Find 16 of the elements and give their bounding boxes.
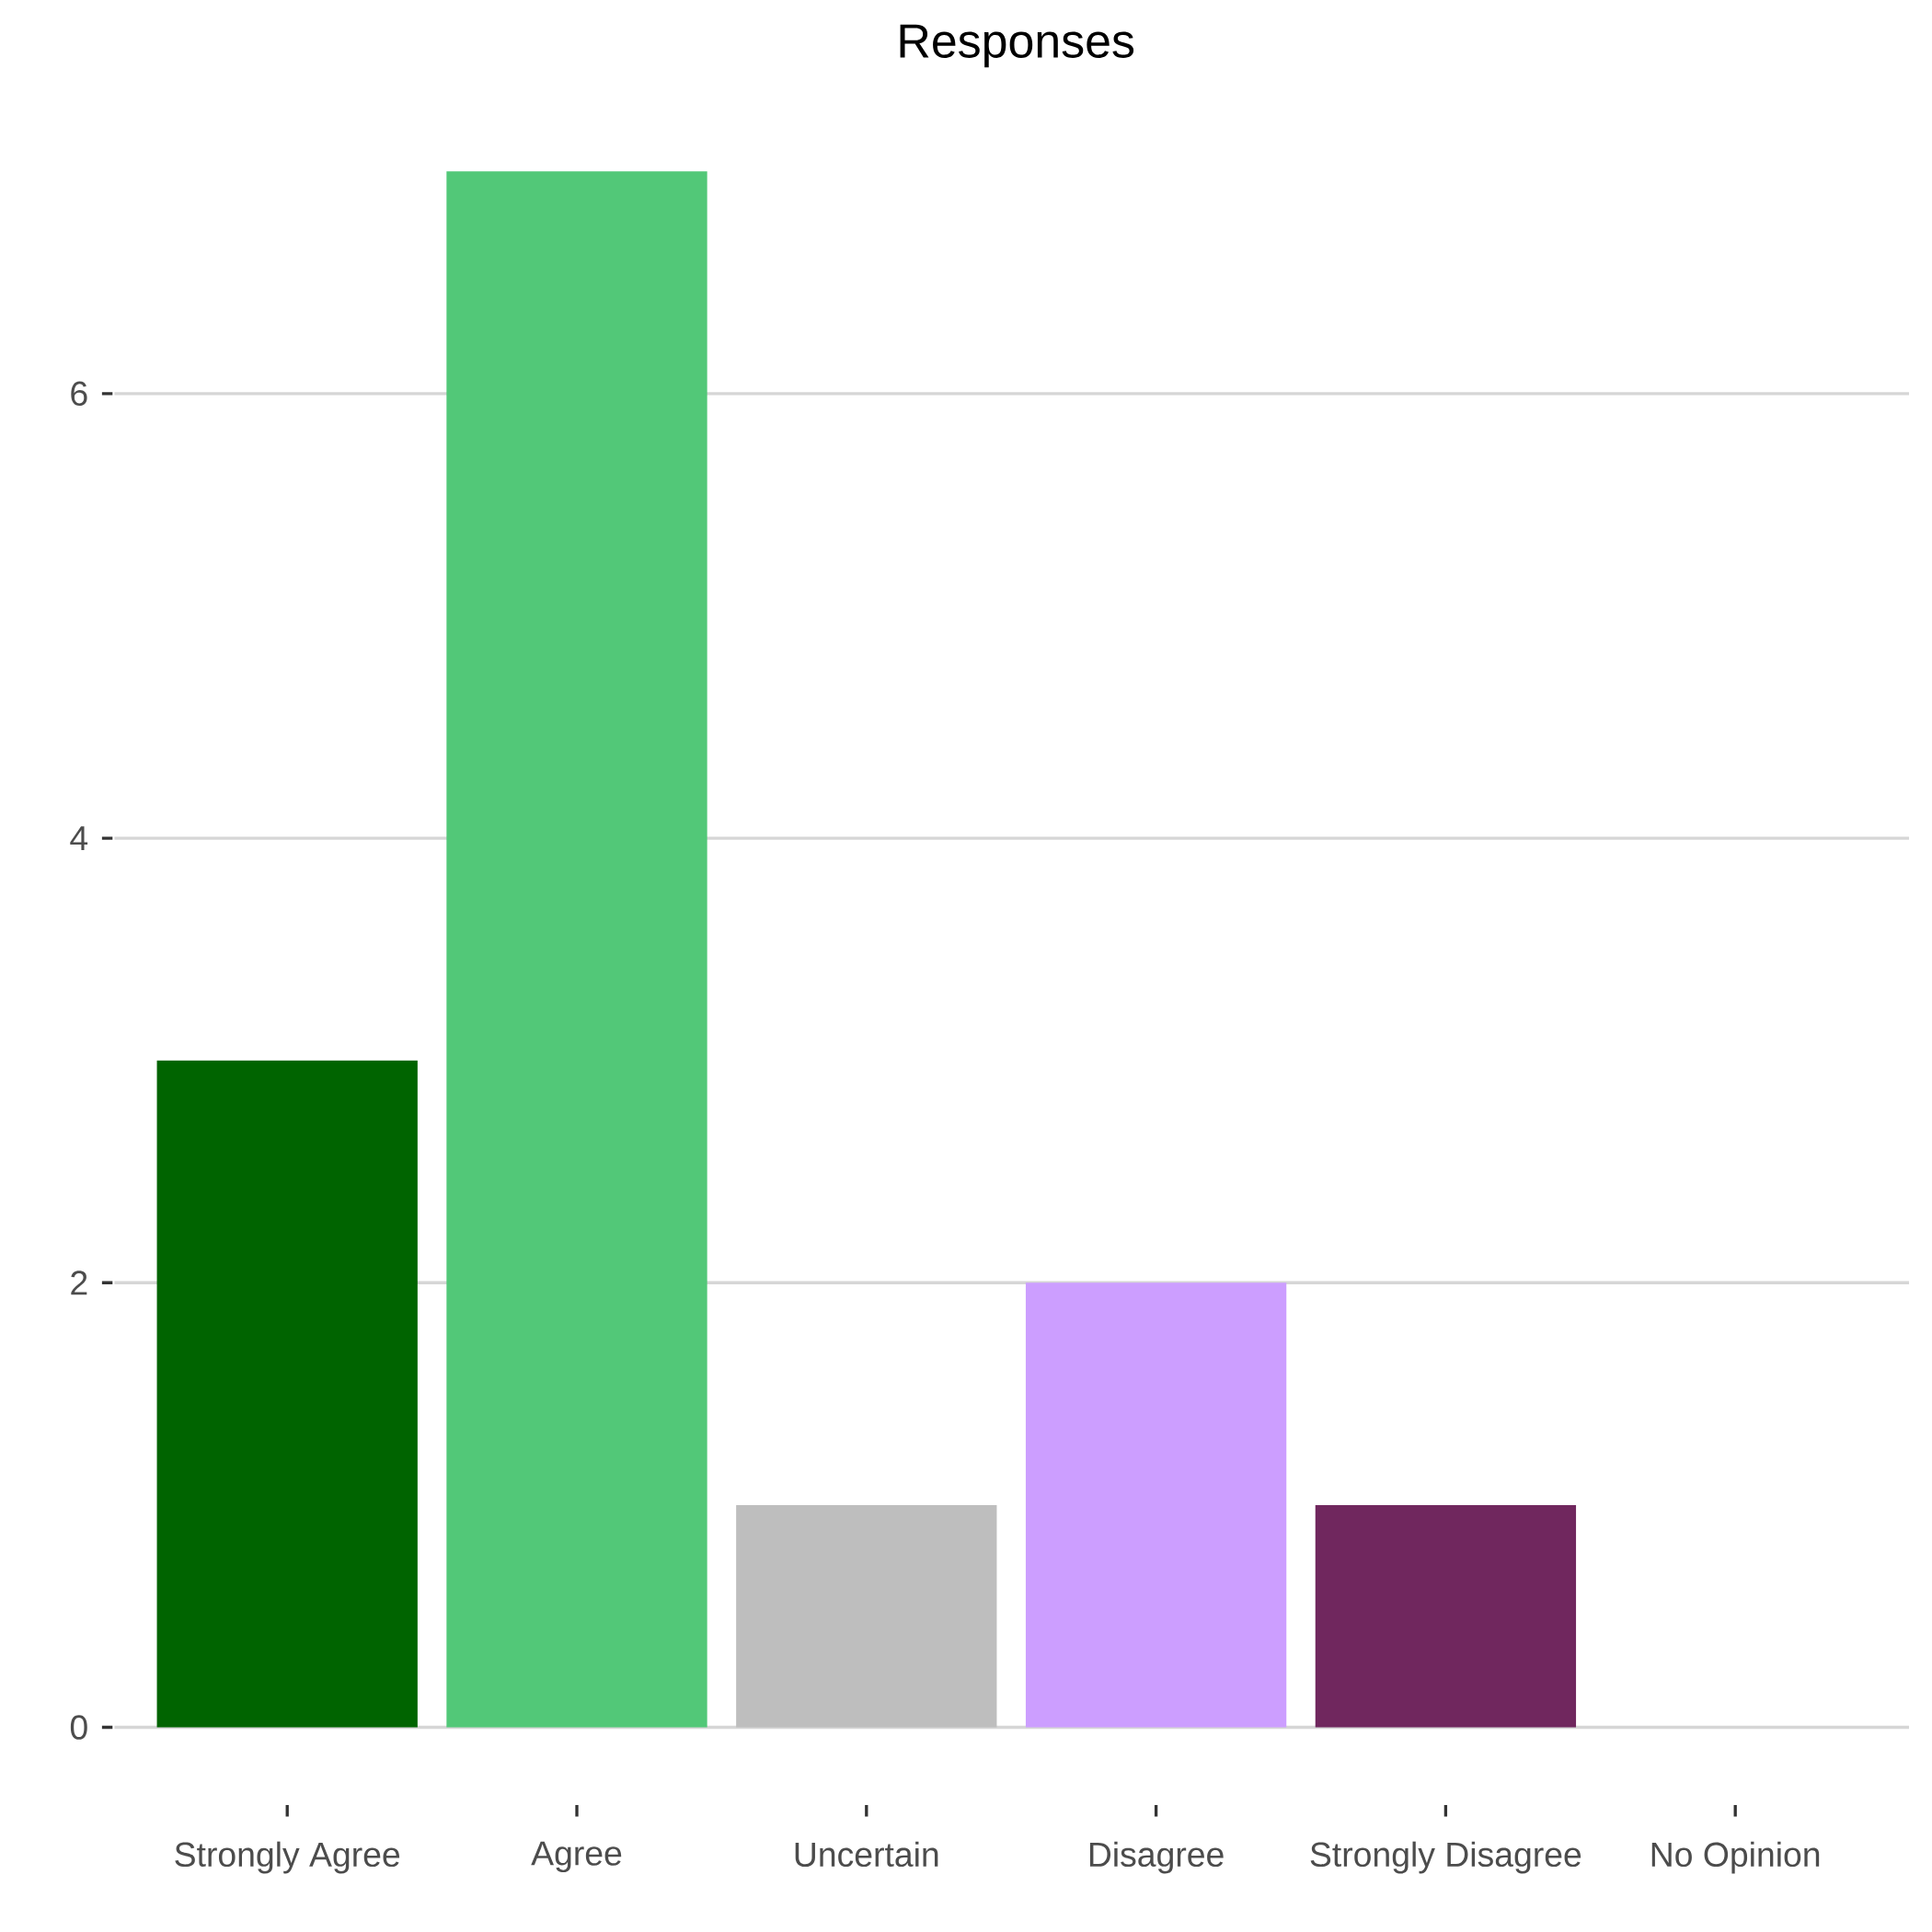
x-tick-label: Strongly Agree	[175, 1841, 400, 1874]
bar	[736, 1504, 997, 1728]
x-tick-label: Strongly Disagree	[1310, 1841, 1581, 1874]
x-tick-label: Agree	[531, 1841, 622, 1873]
x-tick-label: Uncertain	[795, 1841, 938, 1868]
y-tick-label: 2	[71, 1271, 87, 1295]
x-tick-label: No Opinion	[1651, 1841, 1820, 1874]
bar	[1315, 1504, 1577, 1728]
bar	[156, 1060, 418, 1728]
chart-title: Responses	[900, 24, 1134, 68]
bar	[1025, 1282, 1287, 1728]
y-tick-label: 6	[71, 381, 87, 407]
x-tick-label: Disagree	[1089, 1841, 1224, 1874]
bar	[446, 171, 707, 1728]
y-tick-label: 4	[70, 826, 88, 850]
y-tick-label: 0	[70, 1715, 87, 1740]
